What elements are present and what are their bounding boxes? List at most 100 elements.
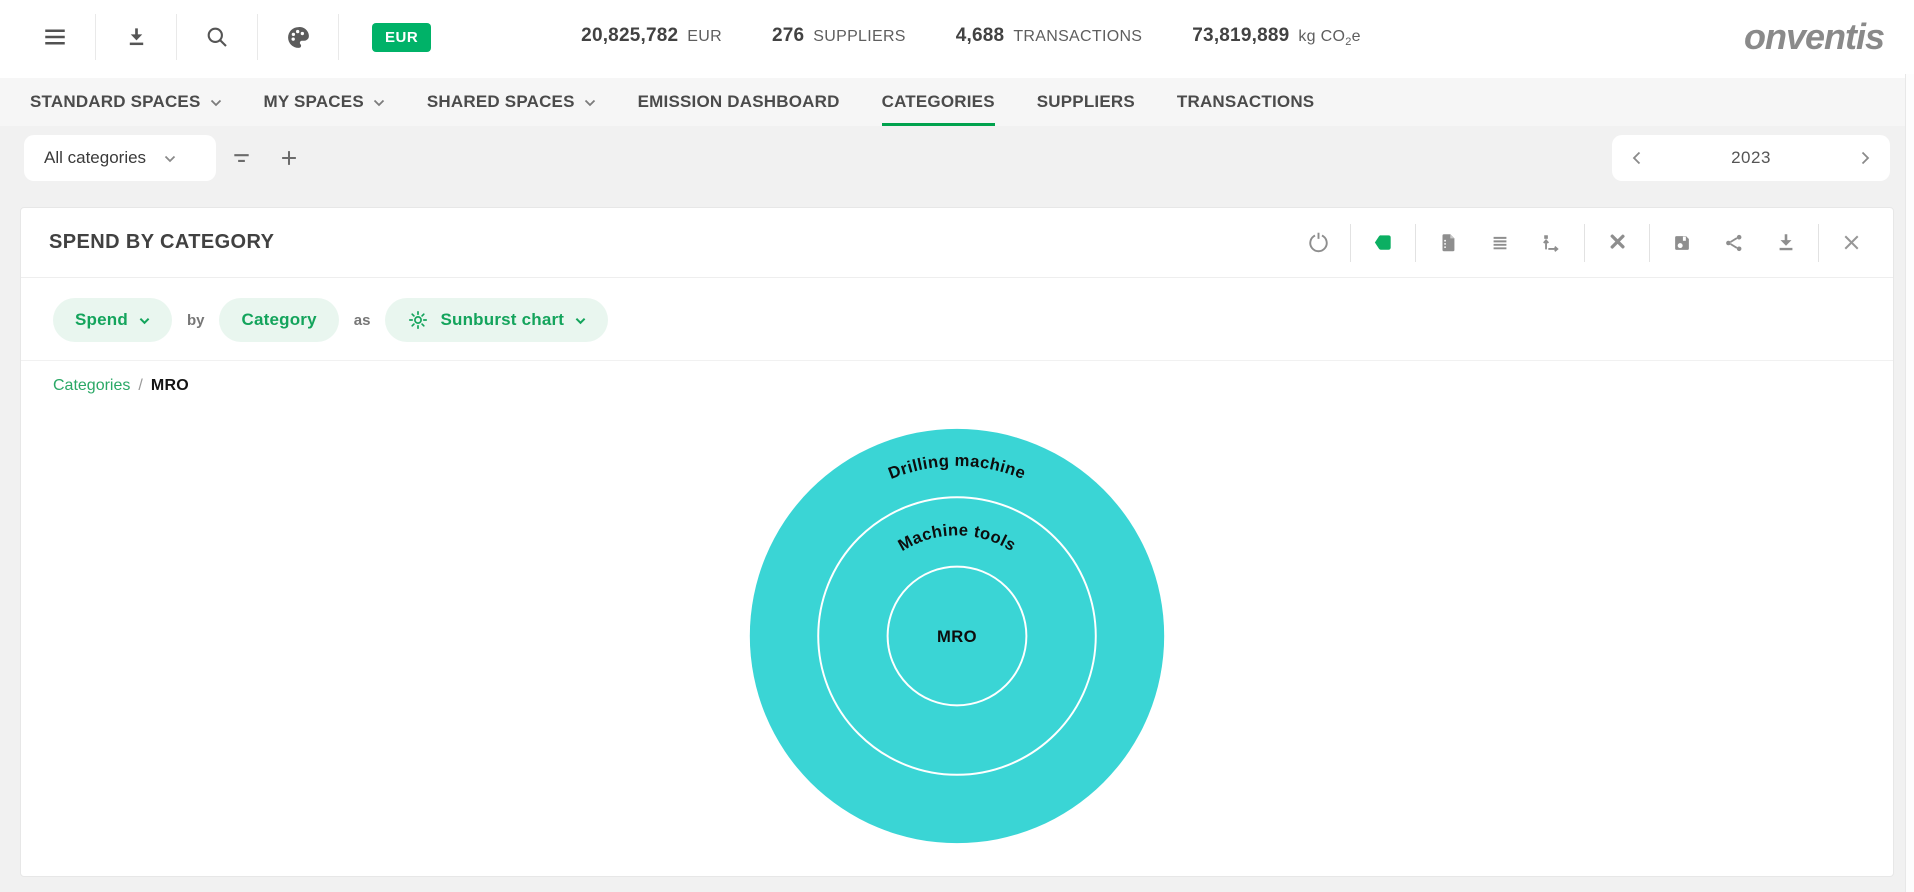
refresh-icon <box>1308 232 1328 253</box>
measure-dropdown[interactable]: Spend <box>53 298 172 342</box>
report-button[interactable] <box>1422 222 1474 264</box>
tab-emission-dashboard[interactable]: EMISSION DASHBOARD <box>637 92 840 111</box>
download-chart-button[interactable] <box>1760 222 1812 264</box>
divider <box>257 14 258 60</box>
divider <box>338 14 339 60</box>
dimension-pill[interactable]: Category <box>219 298 339 342</box>
query-builder-row: Spend by Category as Sunburst chart <box>21 278 1893 361</box>
card-toolbar <box>1292 222 1877 264</box>
by-label: by <box>186 311 205 329</box>
filter-button[interactable] <box>218 135 264 181</box>
chevron-down-icon <box>139 317 150 325</box>
main-nav: STANDARD SPACES MY SPACES SHARED SPACES … <box>0 74 1914 126</box>
breadcrumb: Categories / MRO <box>21 361 1893 395</box>
sunburst-chart: Drilling machine Machine tools MRO <box>749 428 1165 843</box>
kpi-suppliers-value: 276 <box>771 25 805 47</box>
theme-button[interactable] <box>269 14 327 60</box>
divider <box>95 14 96 60</box>
list-view-button[interactable] <box>1474 222 1526 264</box>
menu-icon <box>45 29 65 45</box>
search-icon <box>207 27 227 47</box>
top-bar: EUR 20,825,782 EUR 276 SUPPLIERS 4,688 T… <box>0 0 1914 74</box>
list-icon <box>1493 236 1507 249</box>
card-header: SPEND BY CATEGORY <box>21 208 1893 278</box>
pivot-button[interactable] <box>1526 222 1578 264</box>
sunburst-center-label: MRO <box>937 626 977 645</box>
scrollbar[interactable] <box>1905 74 1914 892</box>
category-filter-dropdown[interactable]: All categories <box>24 135 216 181</box>
kpi-transactions-value: 4,688 <box>955 25 1005 47</box>
tab-my-spaces[interactable]: MY SPACES <box>264 78 385 126</box>
kpi-transactions: 4,688 TRANSACTIONS <box>956 25 1143 47</box>
chevron-down-icon <box>575 317 586 325</box>
onventis-logo: onventis <box>1743 16 1885 57</box>
kpi-spend: 20,825,782 EUR <box>581 25 722 47</box>
spend-by-category-card: SPEND BY CATEGORY <box>20 207 1894 877</box>
kpi-co2-label: kg CO2e <box>1298 28 1361 49</box>
chevron-down-icon <box>584 99 596 107</box>
breadcrumb-root-link[interactable]: Categories <box>53 377 131 394</box>
chart-type-dropdown[interactable]: Sunburst chart <box>385 298 609 342</box>
divider <box>176 14 177 60</box>
divider <box>1350 223 1351 262</box>
tag-button[interactable] <box>1357 222 1409 264</box>
chevron-left-icon <box>1632 151 1641 165</box>
tab-standard-spaces[interactable]: STANDARD SPACES <box>30 78 222 126</box>
chevron-down-icon <box>373 99 385 107</box>
kpi-transactions-label: TRANSACTIONS <box>1013 28 1143 46</box>
breadcrumb-current: MRO <box>150 377 190 394</box>
tab-shared-spaces[interactable]: SHARED SPACES <box>427 78 596 126</box>
save-icon <box>1675 235 1689 250</box>
main-content: SPEND BY CATEGORY <box>0 190 1914 892</box>
plus-icon <box>282 151 296 165</box>
tab-suppliers[interactable]: SUPPLIERS <box>1036 92 1135 111</box>
divider <box>1415 223 1416 262</box>
tab-categories[interactable]: CATEGORIES <box>881 78 995 126</box>
divider <box>1649 223 1650 262</box>
kpi-suppliers-label: SUPPLIERS <box>813 28 906 46</box>
save-button[interactable] <box>1656 222 1708 264</box>
add-filter-button[interactable] <box>266 135 312 181</box>
currency-badge[interactable]: EUR <box>372 22 432 52</box>
chevron-right-icon <box>1861 151 1870 165</box>
tag-icon <box>1374 235 1391 250</box>
share-button[interactable] <box>1708 222 1760 264</box>
filter-icon <box>233 153 249 162</box>
close-icon <box>1844 235 1858 250</box>
tools-icon <box>1610 234 1625 249</box>
sunburst-center-node[interactable] <box>886 565 1028 706</box>
kpi-stats: 20,825,782 EUR 276 SUPPLIERS 4,688 TRANS… <box>581 25 1361 48</box>
sunburst-icon <box>409 310 428 330</box>
breadcrumb-separator: / <box>138 377 143 394</box>
category-filter-value: All categories <box>44 148 147 167</box>
kpi-spend-value: 20,825,782 <box>581 25 679 47</box>
close-button[interactable] <box>1825 222 1877 264</box>
tab-transactions[interactable]: TRANSACTIONS <box>1176 92 1315 111</box>
refresh-button[interactable] <box>1292 222 1344 264</box>
download-icon <box>129 27 143 45</box>
filter-bar: All categories 2023 <box>0 126 1914 190</box>
year-selector: 2023 <box>1612 135 1890 181</box>
previous-year-button[interactable] <box>1632 151 1641 165</box>
divider <box>1584 223 1585 262</box>
tools-button[interactable] <box>1591 222 1643 264</box>
kpi-suppliers: 276 SUPPLIERS <box>772 25 906 47</box>
palette-icon <box>287 26 309 48</box>
next-year-button[interactable] <box>1861 151 1870 165</box>
as-label: as <box>353 311 371 329</box>
file-icon <box>1442 233 1455 251</box>
year-value: 2023 <box>1731 148 1771 167</box>
export-button[interactable] <box>107 14 165 60</box>
sunburst-chart-area: Drilling machine Machine tools MRO <box>21 395 1893 876</box>
download-icon <box>1779 233 1793 250</box>
chevron-down-icon <box>164 155 176 163</box>
chevron-down-icon <box>210 99 222 107</box>
measure-value: Spend <box>75 310 128 329</box>
kpi-spend-label: EUR <box>687 28 722 46</box>
menu-button[interactable] <box>26 14 84 60</box>
kpi-co2-value: 73,819,889 <box>1192 25 1290 47</box>
dimension-value: Category <box>241 310 317 329</box>
search-button[interactable] <box>188 14 246 60</box>
card-title: SPEND BY CATEGORY <box>49 231 275 253</box>
pivot-icon <box>1543 234 1559 252</box>
